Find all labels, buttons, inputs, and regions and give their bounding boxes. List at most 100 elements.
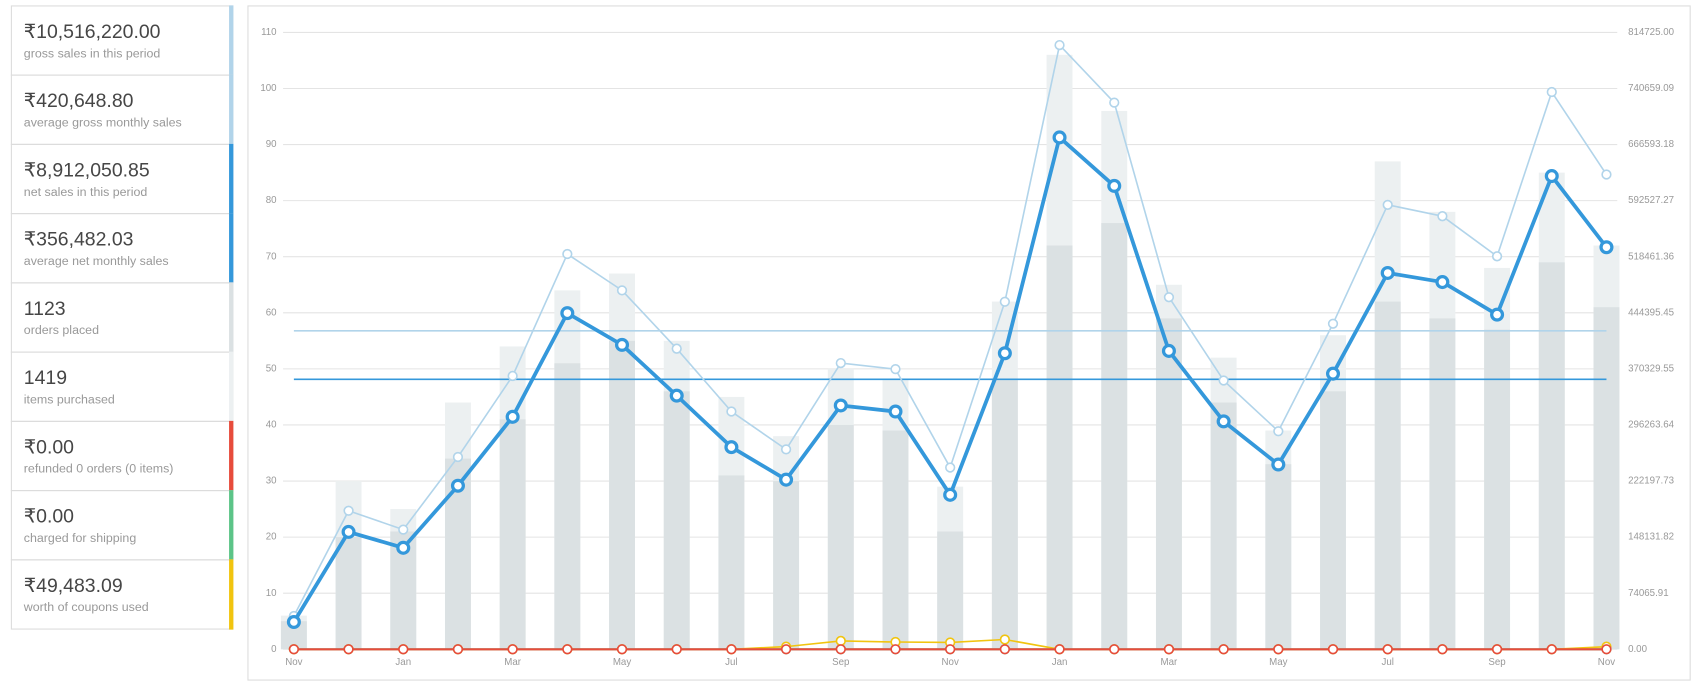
point	[1599, 240, 1614, 255]
stat-box	[10, 74, 234, 145]
stat-box	[10, 420, 234, 492]
stat-caption: gross sales in this period	[24, 46, 161, 60]
point	[835, 635, 846, 647]
y2-tick-label: 148131.82	[1628, 532, 1674, 543]
point	[341, 524, 356, 539]
y-tick-label: 30	[266, 476, 277, 487]
point	[1109, 97, 1120, 108]
y2-tick-label: 296263.64	[1628, 420, 1675, 431]
point	[835, 357, 846, 369]
x-tick-label: Jan	[1052, 657, 1068, 668]
point	[945, 644, 956, 655]
point	[286, 614, 301, 630]
y2-tick-label: 518461.36	[1628, 251, 1674, 262]
point	[890, 644, 901, 655]
y-tick-label: 70	[266, 251, 277, 262]
point	[398, 524, 409, 535]
point	[1435, 275, 1450, 290]
point	[1544, 169, 1559, 184]
stat-box	[10, 559, 234, 630]
point	[562, 644, 573, 655]
point	[1271, 457, 1286, 472]
point	[1109, 644, 1120, 655]
x-tick-label: Sep	[1488, 657, 1505, 668]
point	[1273, 426, 1284, 437]
bar	[1429, 318, 1456, 650]
y-tick-label: 10	[266, 588, 277, 599]
point	[1546, 86, 1557, 98]
point	[1601, 644, 1612, 655]
bar	[827, 424, 854, 650]
point	[1437, 644, 1448, 655]
point	[343, 644, 354, 655]
x-tick-label: Sep	[832, 657, 849, 668]
stat-box	[10, 213, 234, 284]
x-tick-label: Jul	[725, 657, 737, 668]
stat-amount: ₹49,483.09	[24, 575, 123, 597]
point	[507, 644, 518, 655]
stat-amount: ₹8,912,050.85	[24, 159, 150, 181]
stat-amount: ₹356,482.03	[24, 229, 134, 251]
bar	[1155, 318, 1182, 650]
stat-caption: average net monthly sales	[24, 254, 169, 268]
stat-color-bar	[229, 5, 234, 76]
point	[452, 451, 464, 463]
point	[997, 346, 1012, 361]
x-tick-label: Nov	[942, 657, 959, 668]
point	[780, 444, 792, 455]
bar	[1046, 245, 1073, 650]
point	[615, 337, 630, 352]
bar	[335, 537, 362, 650]
bar	[1101, 223, 1128, 650]
point	[1601, 169, 1612, 180]
bar	[609, 340, 635, 650]
x-tick-label: Nov	[285, 657, 302, 668]
point	[999, 634, 1010, 645]
bar	[1374, 301, 1401, 650]
y2-tick-label: 814725.00	[1628, 27, 1675, 38]
y2-tick-label: 74065.91	[1628, 588, 1669, 599]
stat-color-bar	[229, 143, 234, 215]
bar	[1593, 307, 1620, 650]
stat-box	[10, 5, 234, 76]
point	[507, 370, 518, 382]
bar	[663, 391, 690, 650]
bar	[937, 531, 964, 650]
y2-tick-label: 444395.45	[1628, 307, 1674, 318]
y2-tick-label: 592527.27	[1628, 195, 1674, 206]
stat-amount: 1419	[24, 367, 67, 389]
bar	[1265, 464, 1292, 650]
y-tick-label: 80	[266, 195, 277, 206]
stat-color-bar	[229, 351, 234, 422]
bar	[773, 481, 800, 650]
point	[1490, 307, 1505, 322]
bar	[718, 475, 745, 650]
point	[1218, 644, 1229, 655]
point	[1216, 414, 1231, 429]
bar	[1484, 329, 1511, 650]
point	[1327, 644, 1339, 655]
x-tick-label: Jul	[1381, 657, 1393, 668]
y-tick-label: 100	[260, 83, 277, 94]
stat-amount: ₹0.00	[24, 436, 74, 458]
stat-box	[10, 282, 234, 353]
y2-tick-label: 370329.55	[1628, 363, 1674, 374]
stat-color-bar	[229, 282, 234, 353]
stat-caption: average gross monthly sales	[24, 116, 182, 130]
point	[1273, 644, 1284, 655]
point	[1382, 199, 1393, 210]
point	[1054, 39, 1065, 51]
point	[1054, 644, 1065, 655]
point	[671, 644, 682, 655]
point	[779, 472, 794, 487]
point	[288, 644, 300, 655]
y2-tick-label: 666593.18	[1628, 139, 1674, 150]
x-tick-label: May	[613, 657, 632, 668]
stat-color-bar	[229, 213, 234, 284]
stat-color-bar	[229, 559, 234, 630]
point	[669, 388, 684, 403]
point	[562, 248, 573, 260]
point	[890, 363, 901, 375]
